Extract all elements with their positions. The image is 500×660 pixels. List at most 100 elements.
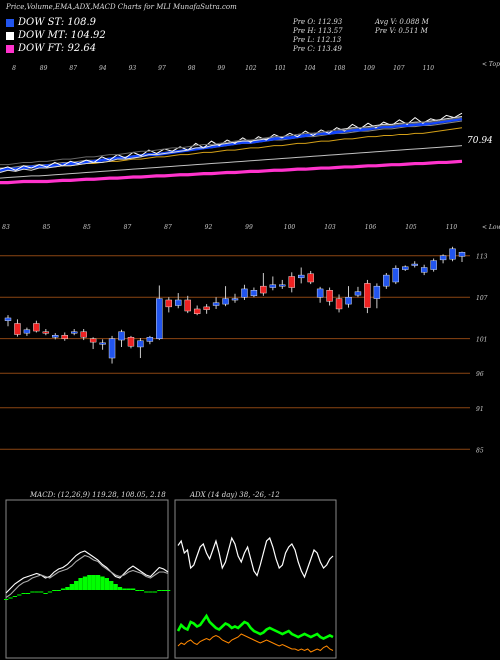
- legend-swatch-st: [6, 18, 14, 27]
- ema-bottom-tick: 99: [245, 224, 253, 231]
- candle-body: [99, 342, 106, 345]
- macd-hist-bar: [30, 591, 35, 593]
- ema-bottom-tick: 85: [83, 224, 91, 231]
- ema-bottom-tick: 105: [405, 224, 417, 231]
- macd-hist-bar: [78, 578, 83, 590]
- stat-prev-high: Pre H: 113.57: [293, 27, 343, 35]
- ema-bottom-tick: 92: [205, 224, 213, 231]
- price-tick-label: 96: [476, 371, 484, 378]
- ema-top-tick: 87: [69, 65, 77, 72]
- candle-body: [364, 283, 371, 308]
- candle-body: [307, 273, 314, 283]
- macd-signal-line: [5, 554, 169, 598]
- macd-hist-bar: [117, 587, 123, 590]
- price-tick-label: 91: [476, 406, 484, 413]
- stat-prev-open: Pre O: 112.93: [293, 18, 343, 26]
- price-tick-label: 113: [476, 254, 488, 261]
- candle-body: [411, 263, 418, 266]
- candle-body: [288, 276, 295, 288]
- legend-label-ft: DOW FT: 92.64: [18, 43, 97, 54]
- ema-top-tick: 102: [245, 65, 257, 72]
- ema-bottom-tick: 106: [365, 224, 377, 231]
- candle-body: [14, 323, 21, 335]
- ema-top-tick: 109: [363, 65, 375, 72]
- candle-body: [212, 302, 220, 306]
- candle-body: [61, 335, 68, 339]
- macd-hist-bar: [126, 588, 131, 590]
- candle-body: [156, 298, 163, 339]
- candle-body: [118, 331, 125, 341]
- ema-bottom-tick: 110: [446, 224, 458, 231]
- ema-top-tick: 101: [275, 65, 286, 72]
- macd-hist-bar: [4, 599, 9, 600]
- candle-body: [430, 260, 437, 270]
- candle-body: [335, 298, 343, 310]
- candle-body: [260, 285, 267, 294]
- candle-body: [42, 331, 50, 334]
- candle-body: [241, 288, 248, 298]
- macd-hist-bar: [56, 590, 61, 591]
- macd-hist-bar: [100, 576, 105, 590]
- macd-hist-bar: [104, 578, 110, 590]
- candle-body: [193, 308, 201, 314]
- legend-label-mt: DOW MT: 104.92: [18, 30, 106, 41]
- ema-bottom-label: < Lows: [482, 224, 500, 231]
- macd-hist-bar: [47, 591, 53, 593]
- candle-body: [137, 340, 144, 348]
- candle-body: [184, 299, 191, 312]
- candle-body: [23, 329, 31, 334]
- ema-top-tick: 110: [423, 65, 435, 72]
- page-title: Price,Volume,EMA,ADX,MACD Charts for MLI…: [6, 3, 237, 11]
- macd-hist-bar: [152, 591, 158, 593]
- macd-hist-bar: [65, 587, 70, 590]
- candle-body: [80, 331, 87, 338]
- candle-body: [326, 290, 333, 302]
- adx-frame: [174, 499, 337, 659]
- candle-body: [146, 337, 154, 342]
- candle-body: [4, 317, 12, 321]
- macd-hist-bar: [52, 590, 57, 591]
- ema-line-mt: [0, 116, 463, 174]
- candle-body: [108, 338, 116, 359]
- adx-title: ADX (14 day) 38, -26, -12: [190, 491, 280, 499]
- macd-hist-bar: [25, 593, 31, 594]
- price-tick-label: 101: [476, 337, 487, 344]
- macd-hist-bar: [91, 575, 96, 590]
- ema-line-mid: [0, 145, 463, 179]
- ema-bottom-tick: 87: [124, 224, 132, 231]
- stat-prev-low: Pre L: 112.13: [293, 36, 342, 44]
- legend-dow-mt: DOW MT: 104.92: [6, 30, 106, 41]
- candle-body: [127, 337, 135, 347]
- ema-top-tick: 93: [129, 65, 137, 72]
- ema-bottom-tick: 100: [284, 224, 296, 231]
- candle-body: [439, 255, 447, 261]
- candle-body: [52, 335, 59, 338]
- macd-hist-bar: [69, 584, 74, 590]
- macd-hist-bar: [74, 581, 79, 590]
- candle-body: [392, 267, 399, 283]
- macd-hist-bar: [109, 581, 114, 590]
- candle-body: [373, 285, 381, 299]
- candle-body: [354, 291, 362, 296]
- candle-body: [420, 267, 428, 273]
- macd-hist-bar: [95, 575, 101, 590]
- legend-label-st: DOW ST: 108.9: [18, 17, 97, 28]
- candle-body: [449, 248, 456, 260]
- price-tick-label: 85: [476, 447, 484, 454]
- candle-body: [345, 297, 352, 305]
- macd-hist-bar: [8, 597, 13, 599]
- ema-line-dark: [0, 117, 463, 166]
- candle-body: [279, 284, 286, 287]
- candle-body: [269, 284, 277, 288]
- macd-line: [5, 550, 169, 594]
- macd-hist-bar: [130, 588, 136, 590]
- legend-swatch-ft: [6, 44, 14, 53]
- ema-top-tick: 89: [40, 65, 48, 72]
- ema-bottom-tick: 103: [324, 224, 336, 231]
- price-tick-label: 107: [476, 295, 488, 302]
- macd-hist-bar: [161, 590, 166, 591]
- ema-bottom-tick: 83: [2, 224, 10, 231]
- candle-body: [402, 266, 409, 270]
